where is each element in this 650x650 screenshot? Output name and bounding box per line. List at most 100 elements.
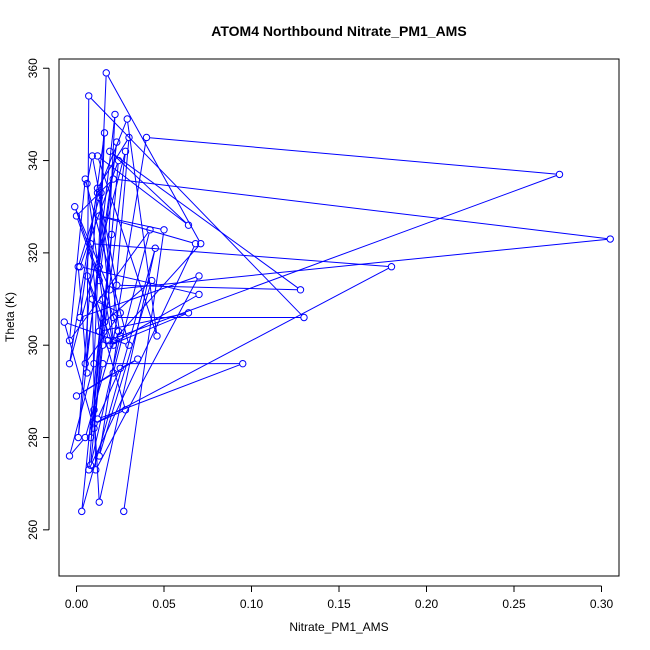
data-point bbox=[184, 221, 193, 229]
data-point bbox=[114, 327, 123, 336]
series-segment bbox=[90, 348, 103, 463]
data-point bbox=[72, 212, 81, 220]
data-point bbox=[113, 138, 121, 146]
data-point bbox=[239, 359, 247, 368]
data-point bbox=[296, 286, 305, 294]
data-point bbox=[90, 406, 98, 414]
data-point bbox=[121, 147, 130, 156]
data-point bbox=[195, 290, 203, 299]
series-segment bbox=[86, 186, 109, 338]
series-segment bbox=[102, 154, 126, 343]
y-tick-label: 320 bbox=[26, 243, 40, 263]
series-segment bbox=[78, 180, 112, 215]
series-segment bbox=[82, 276, 197, 317]
y-tick-label: 360 bbox=[26, 58, 40, 78]
data-point bbox=[65, 452, 74, 460]
data-point bbox=[95, 263, 103, 271]
data-point bbox=[191, 239, 200, 248]
x-tick-label: 0.15 bbox=[327, 597, 351, 611]
data-point bbox=[88, 152, 96, 160]
data-point bbox=[81, 433, 89, 442]
series-segment bbox=[113, 140, 147, 338]
data-point bbox=[116, 309, 124, 317]
data-point bbox=[95, 327, 103, 336]
series-segment bbox=[69, 366, 94, 454]
y-tick-label: 300 bbox=[26, 335, 40, 355]
series-segment bbox=[102, 313, 186, 332]
series-segment bbox=[69, 154, 126, 361]
series-segment bbox=[115, 245, 199, 339]
data-point bbox=[99, 295, 107, 303]
series-segment bbox=[98, 139, 128, 186]
data-point bbox=[90, 419, 98, 428]
data-point bbox=[95, 498, 103, 506]
data-point bbox=[90, 359, 98, 368]
series-layer bbox=[60, 69, 614, 516]
data-point bbox=[74, 263, 82, 271]
data-point bbox=[387, 263, 396, 271]
series-segment bbox=[90, 338, 121, 463]
data-point bbox=[86, 239, 95, 248]
data-point bbox=[95, 276, 103, 285]
data-point bbox=[93, 184, 102, 192]
data-point bbox=[106, 341, 114, 349]
y-tick-label: 340 bbox=[26, 150, 40, 170]
series-segment bbox=[112, 238, 608, 290]
data-point bbox=[71, 203, 79, 211]
data-point bbox=[83, 272, 91, 280]
series-segment bbox=[99, 200, 121, 333]
data-point bbox=[85, 92, 93, 100]
data-point bbox=[555, 170, 564, 179]
data-point bbox=[99, 359, 107, 368]
series-segment bbox=[90, 97, 303, 316]
data-point bbox=[72, 392, 81, 400]
data-point bbox=[120, 507, 128, 516]
data-point bbox=[60, 318, 68, 326]
series-segment bbox=[99, 334, 119, 453]
x-tick-label: 0.20 bbox=[415, 597, 439, 611]
data-point bbox=[109, 175, 117, 183]
data-point bbox=[184, 309, 193, 317]
series-segment bbox=[112, 313, 186, 345]
data-point bbox=[65, 359, 74, 368]
series-segment bbox=[78, 195, 101, 264]
data-point bbox=[102, 69, 110, 77]
y-axis: 260 280 300 320 340 360 bbox=[26, 58, 50, 540]
data-point bbox=[106, 286, 114, 294]
data-point bbox=[90, 424, 98, 432]
data-point bbox=[97, 189, 105, 197]
x-tick-label: 0.25 bbox=[502, 597, 526, 611]
data-point bbox=[195, 272, 203, 280]
data-point bbox=[153, 332, 161, 340]
data-point bbox=[95, 452, 103, 460]
series-segment bbox=[99, 251, 156, 500]
series-segment bbox=[85, 343, 113, 435]
data-point bbox=[86, 461, 95, 469]
data-point bbox=[151, 244, 159, 252]
data-point bbox=[142, 133, 151, 142]
series-segment bbox=[71, 439, 84, 454]
data-point bbox=[116, 332, 124, 340]
data-point bbox=[93, 152, 102, 160]
data-point bbox=[300, 313, 308, 322]
series-segment bbox=[119, 284, 298, 291]
x-axis-label: Nitrate_PM1_AMS bbox=[289, 620, 388, 634]
series-segment bbox=[93, 76, 107, 361]
series-segment bbox=[78, 374, 111, 395]
series-segment bbox=[123, 232, 165, 509]
series-segment bbox=[75, 209, 109, 288]
data-point bbox=[106, 147, 114, 156]
data-point bbox=[148, 276, 156, 285]
data-point bbox=[125, 133, 133, 142]
data-point bbox=[606, 235, 614, 243]
data-point bbox=[78, 507, 86, 516]
x-tick-label: 0.05 bbox=[152, 597, 176, 611]
series-segment bbox=[107, 75, 200, 242]
data-point bbox=[114, 156, 123, 165]
series-segment bbox=[86, 315, 119, 362]
y-tick-label: 260 bbox=[26, 520, 40, 540]
data-point bbox=[109, 369, 117, 377]
x-tick-label: 0.10 bbox=[240, 597, 264, 611]
data-point bbox=[197, 239, 205, 248]
